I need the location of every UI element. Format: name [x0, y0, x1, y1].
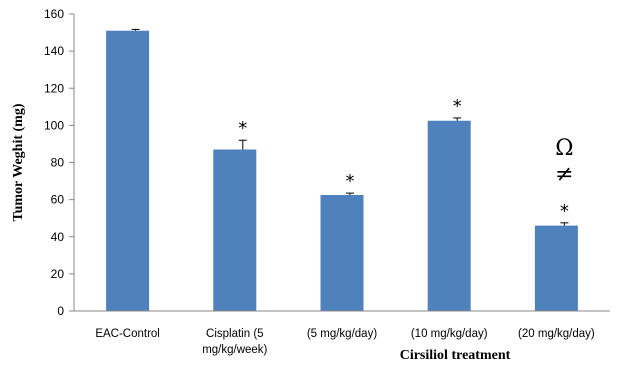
significance-mark: * — [238, 118, 247, 139]
y-tick-label: 140 — [44, 44, 64, 58]
y-tick-label: 100 — [44, 118, 64, 132]
y-axis-label: Tumor Weghit (mg) — [11, 103, 26, 221]
x-tick-label: Cisplatin (5 — [206, 328, 264, 340]
x-group-label: Cirsiliol treatment — [400, 348, 511, 363]
significance-mark: * — [560, 201, 569, 222]
x-tick-label: (10 mg/kg/day) — [411, 328, 488, 340]
x-tick-label: (5 mg/kg/day) — [307, 328, 377, 340]
bar — [535, 226, 578, 311]
x-tick-label: mg/kg/week) — [202, 344, 267, 356]
bars — [106, 31, 578, 311]
bar — [213, 150, 256, 311]
x-tick-label: (20 mg/kg/day) — [518, 328, 595, 340]
x-tick-label: EAC-Control — [95, 328, 160, 340]
y-tick-label: 60 — [51, 193, 65, 207]
significance-mark: Ω — [555, 136, 573, 161]
bar — [106, 31, 149, 311]
significance-mark: ≠ — [555, 162, 573, 187]
y-axis: 0 20 40 60 80 100 120 140 160 — [44, 7, 74, 318]
y-tick-label: 40 — [51, 230, 65, 244]
y-tick-label: 160 — [44, 7, 64, 21]
significance-annotations: * * * Ω≠ * — [238, 96, 573, 222]
bar — [321, 195, 364, 311]
y-tick-label: 80 — [51, 156, 65, 170]
significance-mark: * — [346, 171, 355, 192]
y-tick-label: 120 — [44, 81, 64, 95]
x-axis: EAC-Control Cisplatin (5 mg/kg/week) (5 mg/… — [74, 311, 610, 356]
y-tick-label: 0 — [57, 304, 64, 318]
significance-mark: * — [453, 96, 462, 117]
y-tick-label: 20 — [51, 267, 65, 281]
bar — [428, 121, 471, 311]
